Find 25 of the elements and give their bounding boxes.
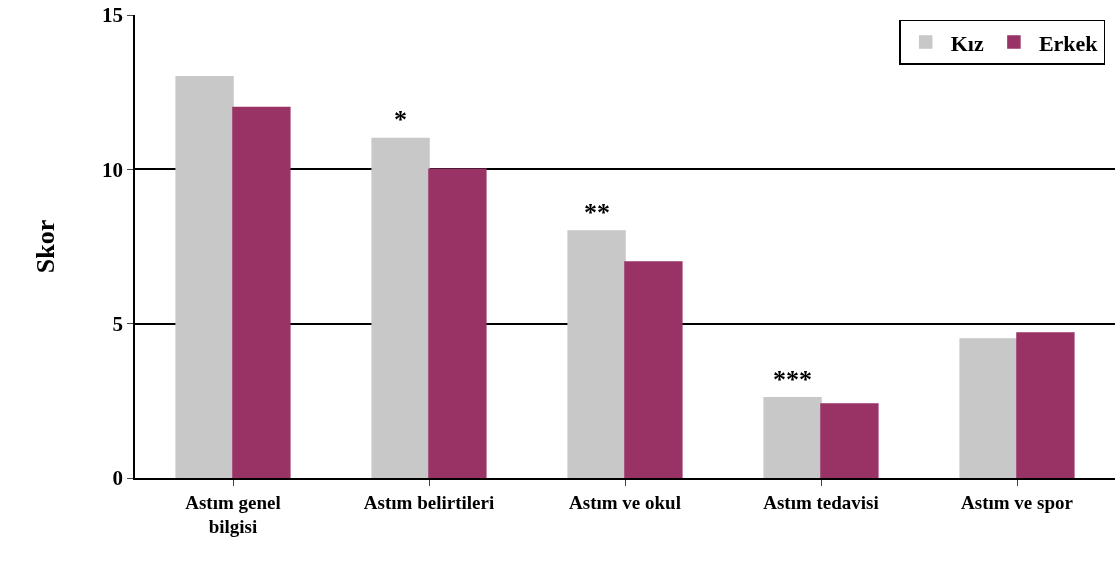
x-tick-label: Astım ve okul [569,491,681,513]
bar [428,168,487,478]
y-axis-title: Skor [30,219,60,274]
y-tick-label: 15 [102,3,124,28]
bar [567,230,626,478]
annotation: ** [584,198,610,227]
bar [371,137,430,478]
legend-label: Erkek [1038,30,1099,56]
bar [232,106,291,478]
bar [1016,332,1075,478]
annotation: *** [773,365,812,394]
y-tick-label: 0 [112,466,124,491]
bar [763,397,822,478]
y-tick-label: 5 [112,312,124,337]
legend-label: Kız [950,30,984,56]
x-tick-label: Astım genel bilgisi [185,491,281,538]
x-tick-label: Astım ve spor [961,491,1074,513]
x-tick-label: Astım belirtileri [363,491,495,513]
bar [624,261,683,478]
bar [820,403,879,478]
y-tick-label: 10 [102,157,124,182]
bar [175,75,234,478]
bar [959,338,1018,478]
x-tick-label: Astım tedavisi [763,491,879,513]
annotation: * [394,105,407,134]
